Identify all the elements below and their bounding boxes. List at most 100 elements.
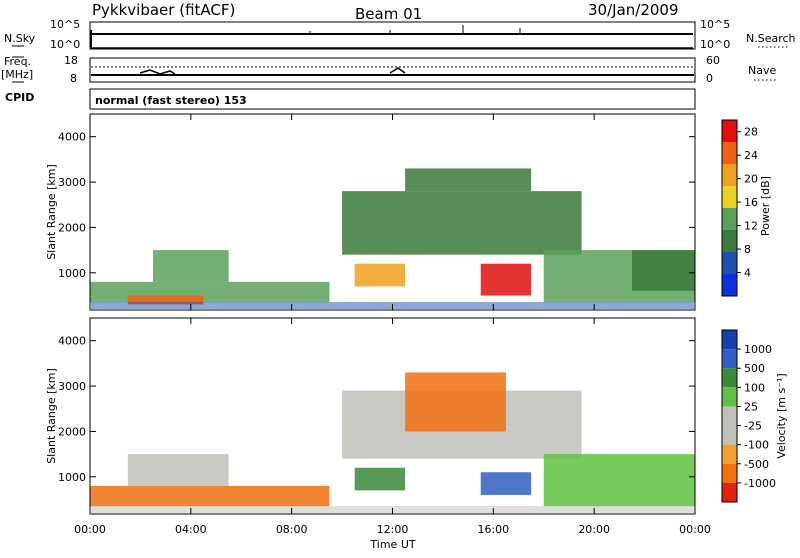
nsky-label: N.Sky — [4, 32, 36, 45]
heatmap-region-1 — [127, 295, 204, 305]
power-heatmap — [90, 168, 695, 309]
freq-unit-label: [MHz] — [1, 68, 33, 81]
velocity-y-axis: 1000 2000 3000 4000 — [58, 335, 695, 484]
velocity-colorbar-label: Velocity [m s⁻¹] — [775, 373, 788, 458]
power-y-axis: 1000 2000 3000 4000 — [58, 131, 695, 280]
power-colorbar-frame — [721, 119, 738, 297]
noise-left-tick-bottom: 10^0 — [50, 38, 80, 51]
power-colorbar-tick-label: 20 — [744, 173, 758, 186]
velocity-colorbar-segment — [722, 444, 737, 464]
power-colorbar-tick-label: 24 — [744, 149, 758, 162]
velocity-colorbar-segment — [722, 368, 737, 388]
power-ylabel: Slant Range [km] — [45, 164, 58, 260]
velocity-colorbar-segment — [722, 330, 737, 350]
heatmap-region-0 — [90, 281, 330, 303]
freq-left-tick-top: 18 — [64, 54, 78, 67]
noise-left-tick-top: 10^5 — [50, 18, 80, 31]
power-colorbar-segment — [722, 142, 737, 164]
power-colorbar-tick-label: 4 — [744, 267, 751, 280]
freq-label: Freq. — [4, 55, 31, 68]
power-colorbar-segment — [722, 164, 737, 186]
velocity-colorbar-segment — [722, 482, 737, 502]
y-tick-label: 4000 — [58, 335, 86, 348]
nave-right-tick-bottom: 0 — [706, 72, 713, 85]
heatmap-region-0 — [90, 485, 330, 507]
velocity-colorbar-tick-label: 500 — [744, 362, 765, 375]
power-colorbar: 4 8 12 16 20 24 28 — [721, 119, 758, 297]
nave-label: Nave — [748, 64, 776, 77]
power-colorbar-tick-label: 16 — [744, 196, 758, 209]
heatmap-region-3 — [342, 191, 582, 255]
velocity-x-axis: 00:00 04:00 08:00 12:00 16:00 20:00 00:00 — [74, 318, 711, 536]
y-tick-label: 2000 — [58, 221, 86, 234]
heatmap-region-5 — [354, 263, 406, 287]
velocity-colorbar-segment — [722, 463, 737, 483]
station-title: Pykkvibaer (fitACF) — [92, 1, 235, 19]
y-tick-label: 3000 — [58, 176, 86, 189]
x-tick-label: 16:00 — [477, 523, 509, 536]
heatmap-region-3 — [405, 372, 506, 432]
x-tick-label: 00:00 — [74, 523, 106, 536]
x-tick-label: 12:00 — [377, 523, 409, 536]
heatmap-region-4 — [405, 168, 532, 192]
beam-title: Beam 01 — [355, 5, 422, 23]
velocity-colorbar-segment — [722, 387, 737, 407]
power-colorbar-tick-label: 12 — [744, 220, 758, 233]
power-colorbar-label: Power [dB] — [759, 176, 772, 236]
x-tick-label: 08:00 — [276, 523, 308, 536]
velocity-colorbar-tick-label: -100 — [744, 439, 769, 452]
velocity-colorbar: 1000 500 100 25 -25 -100 -500 -1000 — [721, 329, 776, 503]
nave-right-tick-top: 60 — [706, 54, 720, 67]
noise-spikes — [309, 25, 521, 34]
power-colorbar-segment — [722, 120, 737, 142]
noise-panel-frame — [89, 21, 696, 50]
velocity-colorbar-segment — [722, 349, 737, 369]
velocity-colorbar-segment — [722, 406, 737, 426]
power-colorbar-segment — [722, 252, 737, 274]
power-colorbar-segment — [722, 230, 737, 252]
y-tick-label: 1000 — [58, 471, 86, 484]
freq-trace-wiggles — [139, 67, 406, 75]
cpid-label: CPID — [5, 91, 34, 104]
heatmap-region-2 — [153, 250, 229, 282]
freq-panel-frame — [89, 57, 696, 83]
heatmap-region-5 — [480, 472, 532, 495]
velocity-colorbar-tick-label: 25 — [744, 400, 758, 413]
y-tick-label: 1000 — [58, 267, 86, 280]
power-colorbar-segment — [722, 186, 737, 208]
velocity-colorbar-tick-label: -500 — [744, 458, 769, 471]
heatmap-region-4 — [354, 467, 406, 491]
nsearch-label: N.Search — [746, 32, 796, 45]
x-tick-label: 04:00 — [175, 523, 207, 536]
velocity-colorbar-frame — [721, 329, 738, 503]
x-tick-label: 20:00 — [578, 523, 610, 536]
power-colorbar-segment — [722, 208, 737, 230]
cpid-panel-frame — [89, 88, 696, 110]
velocity-ylabel: Slant Range [km] — [45, 368, 58, 464]
y-tick-label: 2000 — [58, 425, 86, 438]
power-colorbar-tick-label: 8 — [744, 243, 751, 256]
noise-right-tick-bottom: 10^0 — [700, 38, 730, 51]
power-x-axis — [89, 114, 696, 310]
velocity-colorbar-tick-label: 1000 — [744, 343, 772, 356]
noise-right-tick-top: 10^5 — [700, 18, 730, 31]
velocity-colorbar-tick-label: -1000 — [744, 477, 776, 490]
cpid-text: normal (fast stereo) 153 — [95, 94, 247, 107]
velocity-heatmap — [90, 372, 695, 513]
velocity-colorbar-tick-label: -25 — [744, 420, 762, 433]
power-colorbar-tick-label: 28 — [744, 126, 758, 139]
heatmap-region-6 — [480, 263, 532, 296]
heatmap-region-6 — [543, 454, 695, 507]
x-tick-label: 00:00 — [679, 523, 711, 536]
power-colorbar-segment — [722, 274, 737, 296]
y-tick-label: 3000 — [58, 380, 86, 393]
heatmap-region-1 — [127, 454, 229, 486]
freq-left-tick-bottom: 8 — [70, 72, 77, 85]
xlabel-time-ut: Time UT — [369, 538, 415, 551]
heatmap-region-8 — [631, 250, 695, 291]
velocity-colorbar-tick-label: 100 — [744, 381, 765, 394]
date-title: 30/Jan/2009 — [588, 1, 679, 19]
velocity-colorbar-segment — [722, 425, 737, 445]
